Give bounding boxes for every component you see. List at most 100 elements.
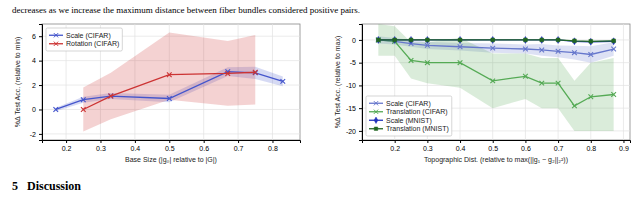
x-axis-title: Topographic Dist. (relative to max(||g₁ … <box>424 156 568 164</box>
legend-entry: Translation (MNIST) <box>369 125 449 133</box>
x-tick: 0.5 <box>488 140 498 152</box>
data-layer <box>376 24 616 131</box>
grid-line-y <box>42 133 300 134</box>
series-line <box>56 72 283 110</box>
x-tick-label: 0.9 <box>619 145 629 152</box>
point <box>524 38 528 42</box>
point <box>572 50 577 55</box>
y-tick: -5 <box>350 59 362 66</box>
point <box>225 71 230 76</box>
point <box>425 60 430 65</box>
legend: Scale (CIFAR)Rotation (CIFAR) <box>46 28 122 51</box>
point <box>589 38 593 45</box>
point <box>612 38 616 45</box>
series-line <box>378 40 613 55</box>
x-tick-mark <box>204 140 205 143</box>
y-tick-mark <box>359 63 362 64</box>
legend-entry: Scale (CIFAR) <box>369 100 431 108</box>
series-line <box>378 40 613 42</box>
point <box>81 107 86 112</box>
x-tick: 0.4 <box>131 140 141 152</box>
y-axis: -20246 <box>30 25 43 141</box>
x-tick-label: 0.6 <box>199 145 209 152</box>
point <box>556 36 560 43</box>
y-axis: 0-5-10-15-20 <box>346 25 363 141</box>
legend-box <box>366 96 452 136</box>
legend-label: Rotation (CIFAR) <box>66 40 119 48</box>
point <box>108 94 113 99</box>
x-tick-mark <box>591 140 592 143</box>
point <box>53 107 58 112</box>
legend-marker <box>374 127 377 130</box>
legend-label: Scale (CIFAR) <box>386 100 431 108</box>
y-tick: 4 <box>32 57 42 64</box>
legend-entry: Scale (MNIST) <box>369 117 432 125</box>
y-tick: -15 <box>346 105 362 112</box>
band <box>378 24 613 131</box>
legend-marker <box>54 42 58 46</box>
y-tick-label: 2 <box>32 82 36 89</box>
point <box>588 94 593 99</box>
point <box>253 70 258 75</box>
section-heading: 5 Discussion <box>12 179 81 193</box>
chart-container: 0.20.30.40.50.60.70.8-20246Base Size (|g… <box>0 0 640 202</box>
y-axis-line <box>359 25 363 141</box>
grid <box>42 24 300 140</box>
point <box>523 47 528 52</box>
y-tick-label: -20 <box>346 128 356 135</box>
x-axis: 0.20.30.40.50.60.70.80.9 <box>363 140 631 152</box>
point <box>572 104 577 109</box>
point <box>572 38 576 45</box>
x-tick-label: 0.4 <box>456 145 466 152</box>
x-tick-mark <box>100 140 101 143</box>
x-axis-title: Base Size (|g₀| relative to |G|) <box>125 156 217 164</box>
point <box>573 39 577 43</box>
legend: Scale (CIFAR)Translation (CIFAR)Scale (M… <box>366 96 452 136</box>
x-tick-label: 0.2 <box>62 145 72 152</box>
y-tick: -10 <box>346 82 362 89</box>
y-tick-label: -10 <box>346 82 356 89</box>
y-tick-label: 0 <box>32 106 36 113</box>
point <box>458 36 462 43</box>
x-tick-label: 0.7 <box>234 145 244 152</box>
point <box>490 46 495 51</box>
x-tick: 0.7 <box>554 140 564 152</box>
y-tick: 2 <box>32 82 42 89</box>
point <box>280 79 285 84</box>
legend-marker <box>374 101 378 105</box>
point <box>611 92 616 97</box>
x-tick-mark <box>272 140 273 143</box>
x-tick-label: 0.2 <box>390 145 400 152</box>
point <box>491 36 495 43</box>
y-axis-title: %Δ Test Acc. (relative to min) <box>14 37 22 128</box>
y-tick-label: -5 <box>350 59 356 66</box>
x-tick-label: 0.5 <box>488 145 498 152</box>
point <box>376 38 381 43</box>
point <box>376 36 380 43</box>
point <box>409 58 414 63</box>
point <box>612 39 616 43</box>
point <box>589 39 593 43</box>
legend-entry: Scale (CIFAR) <box>49 32 111 40</box>
point <box>540 38 544 42</box>
point <box>490 79 495 84</box>
y-tick-label: 6 <box>32 33 36 40</box>
y-tick-mark <box>39 61 42 62</box>
point <box>458 44 463 49</box>
point <box>167 72 172 77</box>
x-tick-mark <box>238 140 239 143</box>
plot-frame <box>42 24 300 140</box>
x-axis-line <box>43 141 301 144</box>
x-tick-mark <box>66 140 67 143</box>
point <box>523 74 528 79</box>
point <box>376 38 380 42</box>
y-tick: 6 <box>32 33 42 40</box>
x-tick-label: 0.5 <box>165 145 175 152</box>
point <box>491 38 495 42</box>
x-tick: 0.7 <box>234 140 244 152</box>
chart-svg: 0.20.30.40.50.60.70.8-20246Base Size (|g… <box>0 0 640 202</box>
y-tick-mark <box>39 134 42 135</box>
legend-entry: Rotation (CIFAR) <box>49 40 119 48</box>
grid-line-x <box>623 24 624 140</box>
x-axis: 0.20.30.40.50.60.70.8 <box>43 140 301 152</box>
